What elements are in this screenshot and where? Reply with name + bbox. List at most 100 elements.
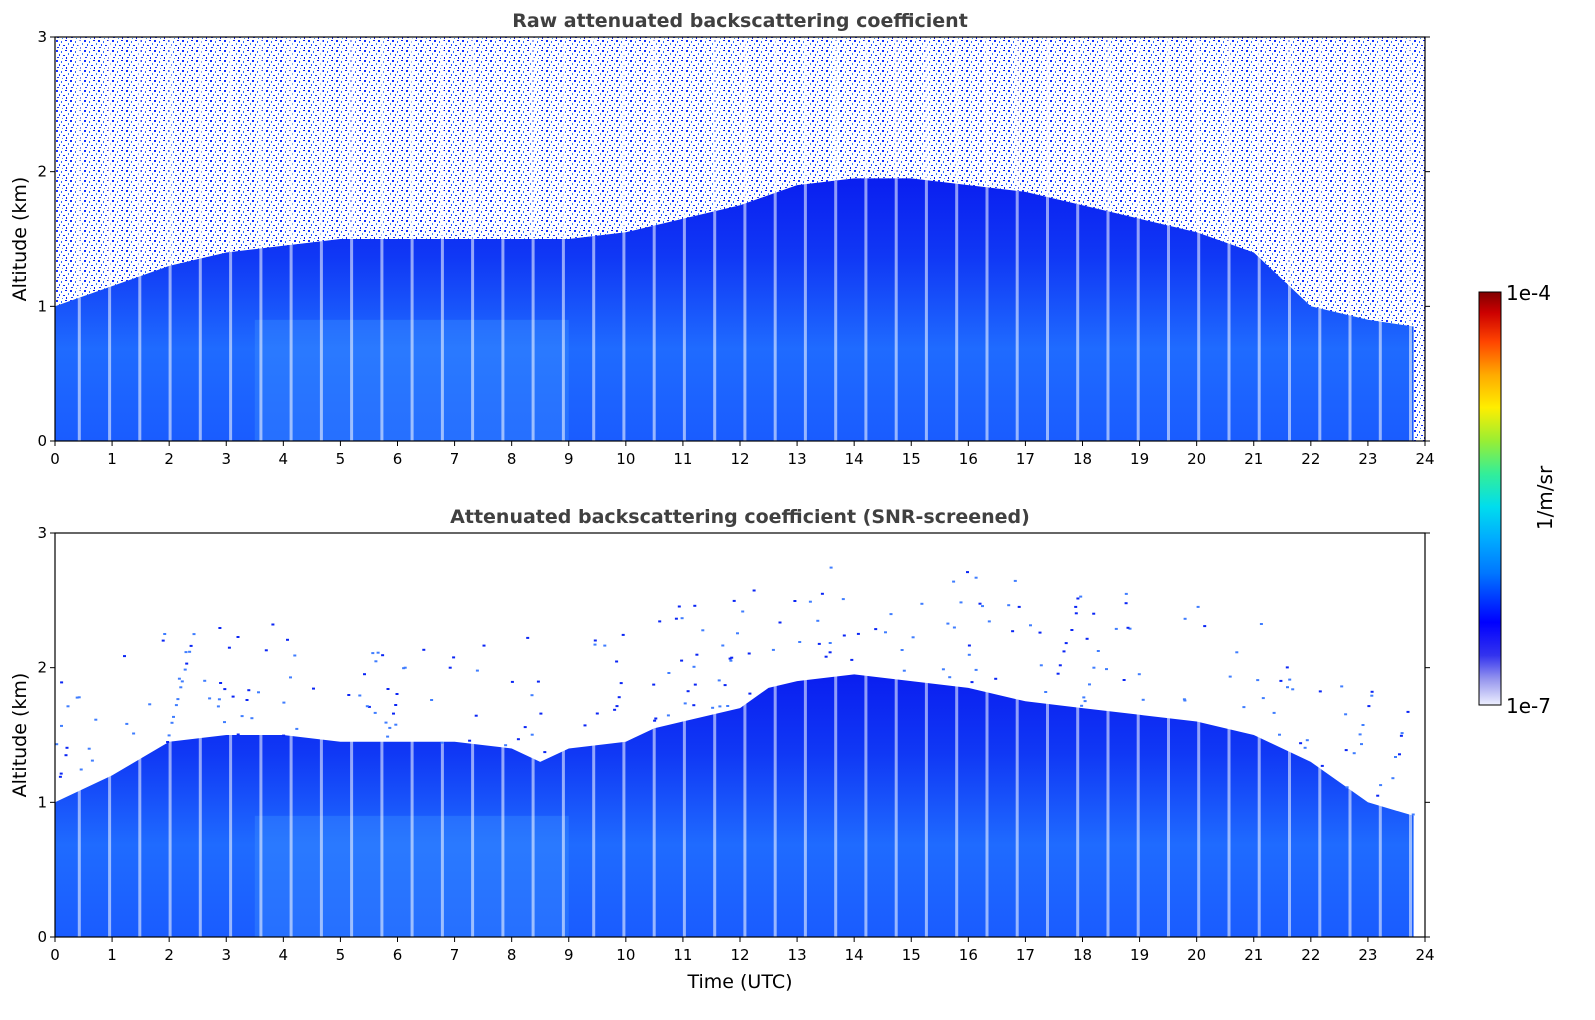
scatter-dot [941, 668, 945, 671]
data-gap-stripe [259, 533, 263, 937]
x-tick-label: 24 [1415, 946, 1434, 964]
scatter-dot [1196, 605, 1200, 608]
data-gap-stripe [561, 37, 565, 441]
scatter-dot [911, 636, 915, 639]
scatter-dot [188, 650, 192, 653]
scatter-dot [793, 600, 797, 602]
y-tick-label: 3 [37, 524, 47, 542]
scatter-dot [748, 692, 752, 695]
data-gap-stripe [471, 533, 475, 937]
data-gap-stripe [1015, 533, 1019, 937]
scatter-dot [900, 649, 904, 651]
data-gap-stripe [924, 533, 928, 937]
scatter-dot [952, 626, 956, 629]
data-gap-stripe [743, 533, 747, 937]
x-tick-label: 23 [1358, 946, 1377, 964]
scatter-dot [653, 719, 657, 722]
scatter-dot [1278, 733, 1281, 736]
x-tick-label: 6 [393, 450, 403, 468]
data-gap-stripe [955, 37, 959, 441]
x-tick-label: 18 [1073, 450, 1092, 468]
scatter-dot [874, 628, 878, 631]
scatter-dot [621, 633, 625, 636]
scatter-dot [1182, 698, 1186, 701]
scatter-dot [422, 648, 426, 651]
data-gap-stripe [440, 533, 444, 937]
data-gap-stripe [652, 37, 656, 441]
data-gap-stripe [501, 533, 505, 937]
scatter-dot [1076, 597, 1080, 600]
scatter-dot [1056, 672, 1060, 675]
data-gap-stripe [592, 533, 596, 937]
scatter-dot [312, 687, 315, 690]
scatter-dot [1083, 700, 1087, 703]
scatter-dot [595, 712, 599, 715]
data-gap-stripe [138, 37, 142, 441]
scatter-dot [1183, 699, 1187, 702]
y-tick-label: 0 [37, 928, 47, 946]
data-gap-stripe [955, 533, 959, 937]
scatter-dot [967, 653, 971, 656]
x-tick-label: 13 [788, 946, 807, 964]
scatter-dot [695, 653, 699, 656]
scatter-dot [179, 686, 183, 689]
scatter-dot [726, 705, 730, 707]
scatter-dot [677, 605, 681, 608]
data-gap-stripe [803, 533, 807, 937]
scatter-dot [816, 619, 820, 622]
scatter-dot [693, 604, 697, 607]
data-gap-stripe [592, 37, 596, 441]
scatter-dot [216, 705, 220, 708]
data-gap-stripe [894, 37, 898, 441]
scatter-dot [1235, 651, 1239, 654]
x-tick-label: 17 [1016, 946, 1035, 964]
scatter-dot [987, 620, 991, 623]
data-gap-stripe [1378, 37, 1382, 441]
y-tick-label: 1 [37, 793, 47, 811]
data-gap-stripe [1348, 533, 1352, 937]
scatter-dot [1361, 724, 1365, 726]
x-tick-label: 14 [845, 946, 864, 964]
data-gap-stripe [743, 37, 747, 441]
scatter-dot [271, 623, 275, 626]
scatter-dot [701, 629, 705, 632]
data-gap-stripe [1348, 37, 1352, 441]
scatter-dot [123, 655, 126, 658]
scatter-dot [1411, 813, 1415, 816]
scatter-dot [64, 754, 68, 757]
scatter-dot [526, 636, 530, 639]
scatter-dot [948, 676, 952, 679]
scatter-dot [1242, 706, 1246, 709]
scatter-dot [778, 621, 782, 624]
x-tick-label: 21 [1244, 450, 1263, 468]
scatter-dot [448, 666, 452, 669]
data-gap-stripe [1167, 533, 1170, 937]
x-tick-label: 1 [107, 450, 117, 468]
scatter-dot [539, 712, 543, 715]
scatter-dot [1299, 742, 1303, 745]
scatter-dot [1122, 679, 1126, 681]
panel-title-raw: Raw attenuated backscattering coefficien… [512, 10, 968, 32]
scatter-dot [125, 722, 129, 725]
data-gap-stripe [652, 533, 656, 937]
scatter-dot [966, 571, 969, 574]
scatter-dot [94, 718, 98, 721]
scatter-dot [1228, 675, 1232, 678]
scatter-dot [1137, 673, 1141, 676]
scatter-dot [257, 691, 260, 694]
x-tick-label: 4 [279, 450, 289, 468]
scatter-dot [615, 660, 619, 663]
scatter-dot [1406, 710, 1410, 713]
x-tick-label: 2 [164, 450, 174, 468]
scatter-dot [245, 699, 249, 701]
data-gap-stripe [1257, 37, 1261, 441]
scatter-dot [1114, 627, 1118, 630]
data-gap-stripe [924, 37, 928, 441]
scatter-dot [680, 617, 684, 620]
scatter-dot [1285, 666, 1289, 669]
scatter-dot [711, 706, 715, 709]
data-gap-stripe [1318, 37, 1322, 441]
scatter-dots [55, 566, 1415, 816]
colorbar: 1e-4 1e-7 1/m/sr [1478, 281, 1557, 718]
scatter-dot [388, 726, 392, 729]
